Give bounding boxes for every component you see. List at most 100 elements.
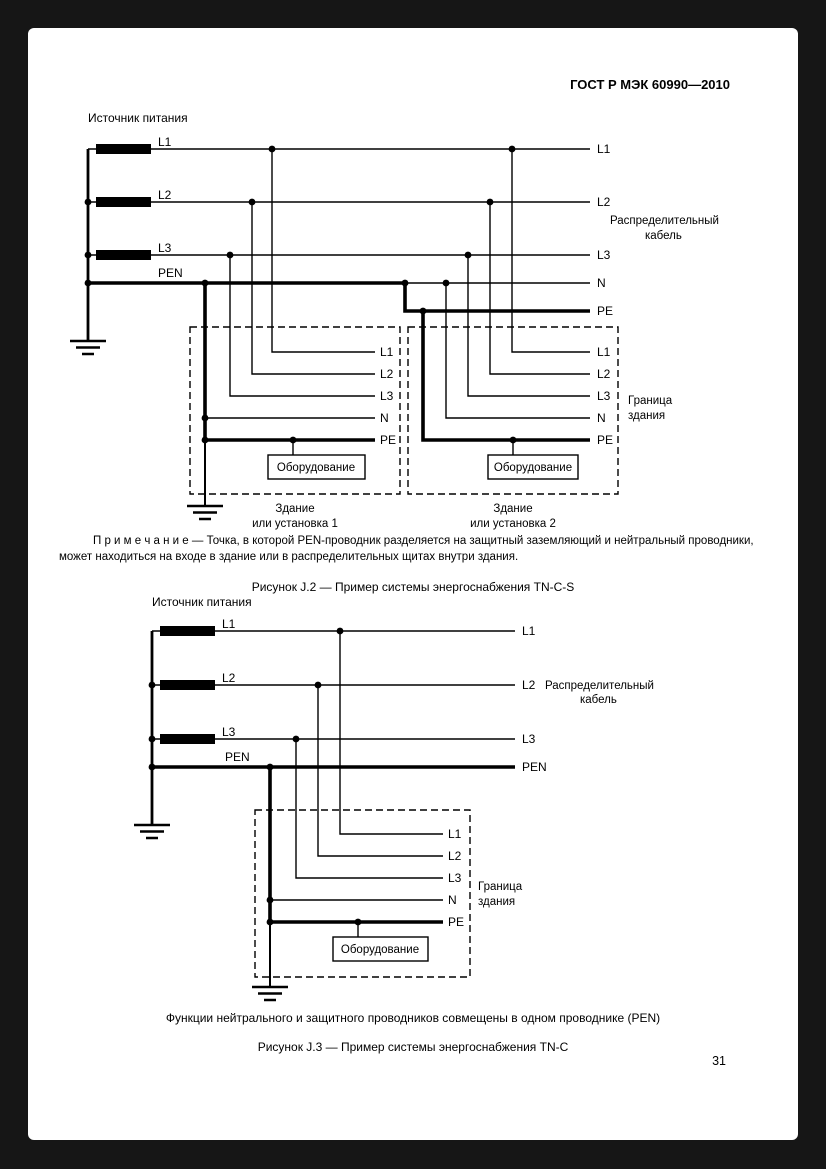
j2-junction-dots bbox=[84, 145, 517, 444]
figure-j3: Источник питания L1 L2 L3 PEN L1 L2 L3 P… bbox=[134, 595, 654, 1002]
j3-equipment-label: Оборудование bbox=[341, 944, 419, 956]
junction-dot bbox=[201, 279, 209, 287]
junction-dot bbox=[289, 436, 297, 444]
j2-building2-caption-2: или установка 2 bbox=[470, 518, 556, 530]
junction-dot bbox=[464, 251, 472, 259]
j3-source-impedance-l3 bbox=[160, 734, 215, 744]
j2-source-earth-icon bbox=[70, 339, 106, 356]
junction-dot bbox=[201, 436, 209, 444]
junction-dot bbox=[266, 918, 274, 926]
junction-dot bbox=[84, 279, 92, 287]
j2-b2-equipment-label: Оборудование bbox=[494, 462, 572, 474]
figure-j2-note: П р и м е ч а н и е — Точка, в которой P… bbox=[59, 534, 767, 565]
j3-l2-label: L2 bbox=[222, 671, 236, 685]
j2-building1-wiring bbox=[205, 149, 375, 455]
j3-boundary-label-1: Граница bbox=[478, 881, 523, 893]
j2-pe-right-label: PE bbox=[597, 304, 613, 318]
j2-source-label: Источник питания bbox=[88, 111, 188, 125]
j3-dist-cable-label-2: кабель bbox=[580, 694, 617, 706]
junction-dot bbox=[201, 414, 209, 422]
j3-l3-label: L3 bbox=[222, 725, 236, 739]
j2-l3-label: L3 bbox=[158, 241, 172, 255]
j2-l3-right-label: L3 bbox=[597, 248, 611, 262]
j2-n-right-label: N bbox=[597, 276, 606, 290]
j2-building2-equipment-box bbox=[487, 454, 579, 480]
page-number: 31 bbox=[712, 1054, 726, 1068]
j2-building2-caption-1: Здание bbox=[493, 503, 532, 515]
junction-dot bbox=[266, 763, 274, 771]
figure-j2-note-text: П р и м е ч а н и е — Точка, в которой P… bbox=[59, 535, 754, 563]
junction-dot bbox=[442, 279, 450, 287]
j2-boundary-label-2: здания bbox=[628, 410, 665, 422]
figure-j3-note: Функции нейтрального и защитного проводн… bbox=[165, 1011, 661, 1025]
j3-l3-right-label: L3 bbox=[522, 732, 536, 746]
j2-b1-pe-label: PE bbox=[380, 433, 396, 447]
j3-l2-right-label: L2 bbox=[522, 678, 536, 692]
j2-phase-and-n-lines bbox=[88, 148, 590, 284]
j2-b2-pe-label: PE bbox=[597, 433, 613, 447]
j3-dist-cable-label-1: Распределительный bbox=[545, 680, 654, 692]
j2-b2-l3-label: L3 bbox=[597, 389, 611, 403]
j2-l1-label: L1 bbox=[158, 135, 172, 149]
junction-dot bbox=[509, 436, 517, 444]
j2-l1-right-label: L1 bbox=[597, 142, 611, 156]
document-header: ГОСТ Р МЭК 60990—2010 bbox=[570, 77, 730, 92]
j2-building1-caption-1: Здание bbox=[275, 503, 314, 515]
j2-dist-cable-label-2: кабель bbox=[645, 230, 682, 242]
j3-pen-label: PEN bbox=[225, 750, 250, 764]
j3-source-label: Источник питания bbox=[152, 595, 252, 609]
j3-equipment-box bbox=[332, 936, 429, 962]
j2-source-impedance-l1 bbox=[96, 144, 151, 154]
j2-building1-boundary bbox=[189, 326, 401, 495]
j2-building2-boundary bbox=[407, 326, 619, 495]
j2-b1-l3-label: L3 bbox=[380, 389, 394, 403]
j3-building-boundary bbox=[254, 809, 471, 978]
junction-dot bbox=[419, 307, 427, 315]
j2-b1-l2-label: L2 bbox=[380, 367, 394, 381]
j2-building2-pe bbox=[421, 311, 590, 442]
j3-building-wiring bbox=[270, 631, 443, 937]
j2-b1-n-label: N bbox=[380, 411, 389, 425]
junction-dot bbox=[148, 735, 156, 743]
j2-l2-label: L2 bbox=[158, 188, 172, 202]
junction-dot bbox=[314, 681, 322, 689]
junction-dot bbox=[508, 145, 516, 153]
j3-phase-lines bbox=[152, 630, 515, 740]
j2-pe-line bbox=[403, 283, 590, 313]
j2-b2-l2-label: L2 bbox=[597, 367, 611, 381]
junction-dot bbox=[486, 198, 494, 206]
j2-b1-l1-label: L1 bbox=[380, 345, 394, 359]
j3-source-impedance-l2 bbox=[160, 680, 215, 690]
j3-boundary-label-2: здания bbox=[478, 896, 515, 908]
j2-building2-wiring bbox=[445, 149, 590, 455]
j2-l2-right-label: L2 bbox=[597, 195, 611, 209]
figure-j3-caption: Рисунок J.3 — Пример системы энергоснабж… bbox=[257, 1040, 569, 1054]
j3-source-earth-icon bbox=[134, 823, 170, 840]
j2-dist-cable-label-1: Распределительный bbox=[610, 215, 719, 227]
figure-j2-caption: Рисунок J.2 — Пример системы энергоснабж… bbox=[251, 580, 575, 594]
junction-dot bbox=[354, 918, 362, 926]
j2-boundary-label-1: Граница bbox=[628, 395, 673, 407]
junction-dot bbox=[148, 763, 156, 771]
junction-dot bbox=[84, 251, 92, 259]
j2-building1-earth-icon bbox=[187, 504, 223, 521]
j3-b-l3-label: L3 bbox=[448, 871, 462, 885]
junction-dot bbox=[336, 627, 344, 635]
j3-building-earth-icon bbox=[252, 985, 288, 1002]
j2-building1-equipment-box bbox=[267, 454, 366, 480]
junction-dot bbox=[84, 198, 92, 206]
j2-b1-equipment-label: Оборудование bbox=[277, 462, 355, 474]
junction-dot bbox=[226, 251, 234, 259]
j2-source-impedance-l2 bbox=[96, 197, 151, 207]
junction-dot bbox=[266, 896, 274, 904]
j3-b-l1-label: L1 bbox=[448, 827, 462, 841]
j3-b-n-label: N bbox=[448, 893, 457, 907]
j2-pen-label: PEN bbox=[158, 266, 183, 280]
j3-b-l2-label: L2 bbox=[448, 849, 462, 863]
j2-b2-l1-label: L1 bbox=[597, 345, 611, 359]
j2-b2-n-label: N bbox=[597, 411, 606, 425]
j2-source-impedance-l3 bbox=[96, 250, 151, 260]
j3-pen-right-label: PEN bbox=[522, 760, 547, 774]
figure-j2: Источник питания L1 L2 L3 PEN L1 L2 L3 N… bbox=[70, 111, 719, 530]
